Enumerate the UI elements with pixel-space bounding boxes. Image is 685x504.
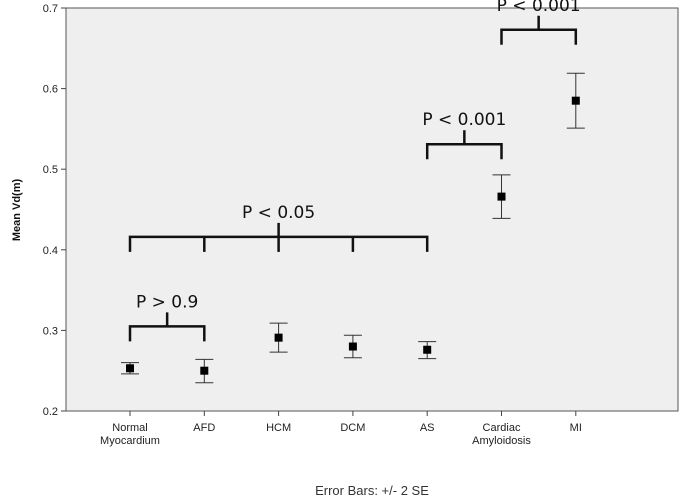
x-tick-label: MI [570,422,582,434]
mean-marker [200,366,209,375]
y-axis: 0.2 0.3 0.4 0.5 0.6 0.7 [43,3,66,418]
x-tick-label-line2: Amyloidosis [472,435,531,447]
significance-label: P < 0.001 [497,0,581,16]
x-tick-label: AFD [193,422,215,434]
mean-marker [571,96,580,105]
y-tick-label: 0.3 [43,325,58,337]
significance-label: P < 0.05 [242,203,315,223]
significance-label: P < 0.001 [422,110,506,130]
x-tick-label: DCM [340,422,365,434]
mean-marker [126,364,134,373]
significance-annotations: P > 0.9 P < 0.05 P < 0.001 P < 0.001 [128,0,581,342]
y-tick-label: 0.2 [43,406,58,418]
mean-marker [348,342,357,351]
mean-marker [423,345,432,354]
data-points [126,96,580,375]
y-tick-label: 0.6 [43,84,58,96]
x-tick-label: Cardiac [483,422,521,434]
x-tick-label: Normal [112,422,147,434]
y-tick-label: 0.5 [43,164,58,176]
significance-bracket: P < 0.001 [497,0,581,45]
significance-bracket: P < 0.05 [128,203,429,252]
y-tick-label: 0.7 [43,3,58,15]
x-tick-label-line2: Myocardium [100,435,160,447]
mean-marker [497,192,506,201]
y-tick-label: 0.4 [43,245,58,257]
significance-label: P > 0.9 [136,292,198,312]
mean-marker [274,333,283,342]
significance-bracket: P < 0.001 [422,110,506,160]
plot-area [65,7,679,412]
x-tick-label: HCM [266,422,291,434]
x-tick-label: AS [420,422,435,434]
footnote: Error Bars: +/- 2 SE [315,483,429,498]
y-axis-label: Mean Vd(m) [11,178,23,241]
significance-bracket: P > 0.9 [128,292,206,342]
